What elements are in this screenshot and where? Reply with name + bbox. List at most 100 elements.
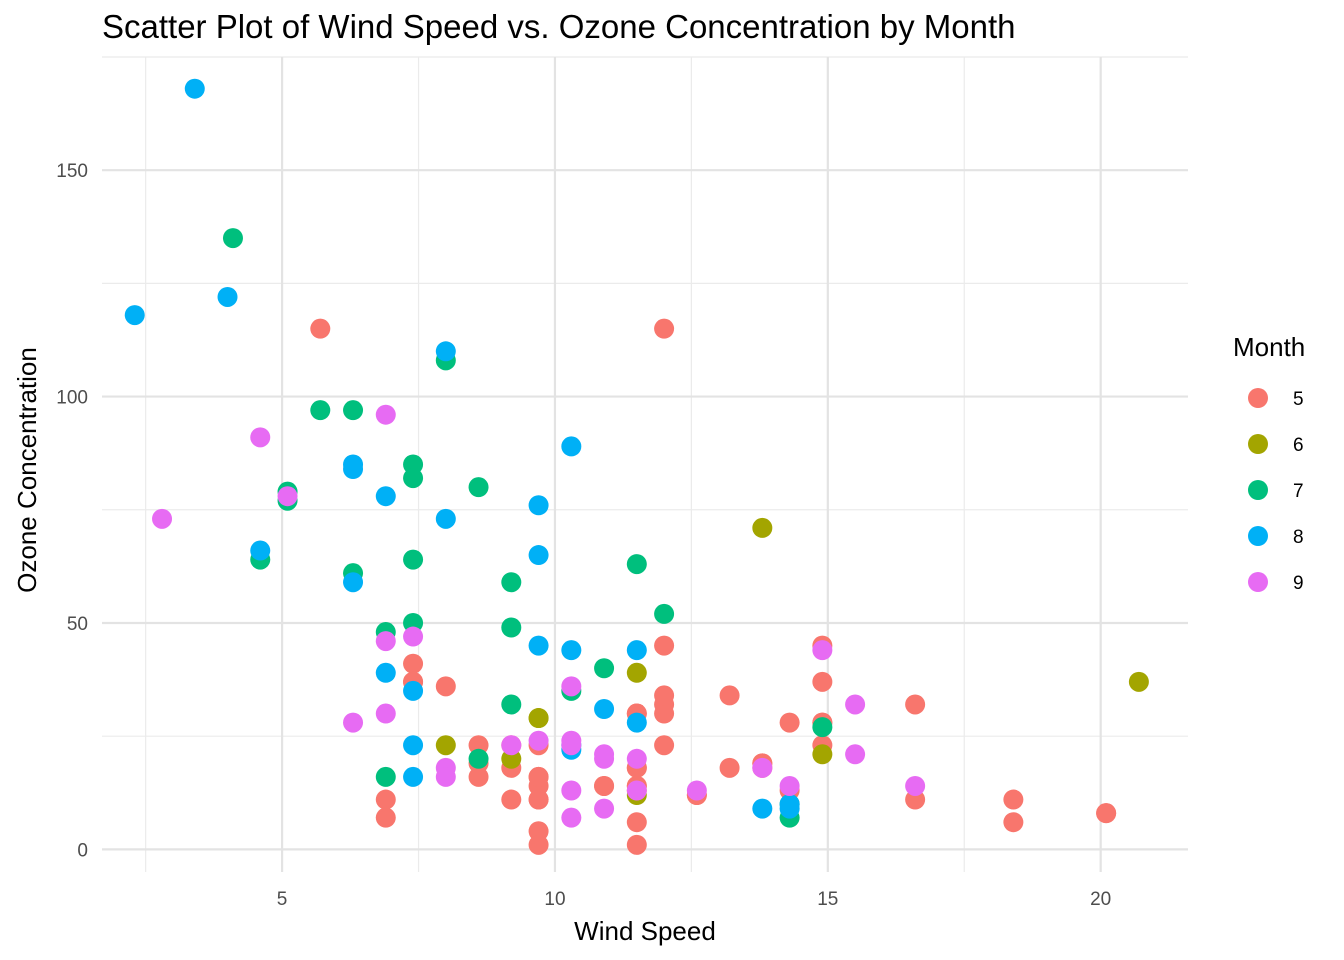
data-point-month-7 (310, 400, 331, 421)
legend-key-5 (1248, 388, 1268, 408)
legend-label-8: 8 (1293, 527, 1304, 548)
y-axis-title: Ozone Concentration (12, 347, 42, 593)
data-point-month-7 (501, 572, 522, 593)
data-point-month-8 (528, 545, 549, 566)
data-point-month-9 (561, 735, 582, 756)
data-point-month-8 (561, 640, 582, 661)
data-point-month-9 (845, 694, 866, 715)
x-axis-title: Wind Speed (574, 916, 716, 946)
data-point-month-5 (654, 318, 675, 339)
y-tick-label: 0 (77, 840, 88, 861)
chart-title: Scatter Plot of Wind Speed vs. Ozone Con… (102, 8, 1016, 45)
data-point-month-9 (343, 712, 364, 733)
x-tick-labels: 5 10 15 20 (277, 889, 1111, 910)
data-point-month-7 (222, 228, 243, 249)
data-point-month-7 (626, 554, 647, 575)
data-point-month-7 (594, 658, 615, 679)
data-point-month-7 (501, 694, 522, 715)
data-point-month-5 (375, 789, 396, 810)
legend-key-7 (1248, 480, 1268, 500)
data-point-month-8 (184, 78, 205, 99)
y-tick-label: 50 (67, 614, 88, 635)
major-gridlines (102, 57, 1188, 872)
legend-label-7: 7 (1293, 481, 1304, 502)
data-point-month-5 (528, 834, 549, 855)
data-point-month-9 (152, 508, 173, 529)
data-point-month-5 (403, 653, 424, 674)
data-point-month-5 (375, 807, 396, 828)
data-point-month-9 (375, 631, 396, 652)
data-point-month-5 (501, 789, 522, 810)
data-point-month-9 (686, 780, 707, 801)
legend-items: 5 6 7 8 9 (1248, 388, 1304, 594)
data-point-month-5 (719, 685, 740, 706)
data-point-month-5 (1003, 789, 1024, 810)
data-point-month-7 (654, 603, 675, 624)
data-point-month-7 (343, 400, 364, 421)
data-point-month-8 (528, 495, 549, 516)
data-point-month-9 (403, 626, 424, 647)
x-tick-label: 20 (1090, 889, 1111, 910)
data-point-month-8 (752, 798, 773, 819)
data-point-month-9 (752, 757, 773, 778)
x-tick-label: 10 (544, 889, 565, 910)
data-point-month-9 (561, 780, 582, 801)
data-point-month-8 (403, 735, 424, 756)
data-points (124, 78, 1149, 855)
data-point-month-7 (403, 549, 424, 570)
data-point-month-8 (528, 635, 549, 656)
data-point-month-5 (719, 757, 740, 778)
data-point-month-8 (343, 459, 364, 480)
legend-key-6 (1248, 434, 1268, 454)
data-point-month-5 (435, 676, 456, 697)
data-point-month-5 (779, 712, 800, 733)
data-point-month-9 (561, 807, 582, 828)
data-point-month-9 (528, 730, 549, 751)
data-point-month-6 (528, 708, 549, 729)
legend-key-8 (1248, 526, 1268, 546)
data-point-month-9 (277, 486, 298, 507)
data-point-month-5 (310, 318, 331, 339)
x-tick-label: 5 (277, 889, 288, 910)
data-point-month-6 (626, 662, 647, 683)
data-point-month-6 (1128, 671, 1149, 692)
data-point-month-7 (468, 748, 489, 769)
data-point-month-5 (654, 635, 675, 656)
data-point-month-9 (779, 775, 800, 796)
data-point-month-8 (250, 540, 271, 561)
data-point-month-5 (468, 766, 489, 787)
legend-label-6: 6 (1293, 435, 1304, 456)
data-point-month-5 (594, 775, 615, 796)
data-point-month-9 (501, 735, 522, 756)
data-point-month-5 (654, 735, 675, 756)
x-tick-label: 15 (817, 889, 838, 910)
legend-label-9: 9 (1293, 573, 1304, 594)
data-point-month-9 (375, 703, 396, 724)
data-point-month-9 (905, 775, 926, 796)
data-point-month-5 (1003, 812, 1024, 833)
data-point-month-9 (626, 748, 647, 769)
data-point-month-6 (435, 735, 456, 756)
legend: Month 5 6 7 8 9 (1233, 332, 1305, 594)
data-point-month-6 (812, 744, 833, 765)
data-point-month-8 (403, 680, 424, 701)
legend-label-5: 5 (1293, 389, 1304, 410)
data-point-month-6 (752, 517, 773, 538)
data-point-month-5 (654, 685, 675, 706)
data-point-month-8 (561, 436, 582, 457)
minor-gridlines (102, 56, 1188, 872)
legend-title: Month (1233, 332, 1305, 362)
data-point-month-7 (468, 477, 489, 498)
legend-key-9 (1248, 572, 1268, 592)
data-point-month-7 (501, 617, 522, 638)
data-point-month-5 (626, 812, 647, 833)
data-point-month-9 (845, 744, 866, 765)
data-point-month-5 (528, 789, 549, 810)
data-point-month-9 (250, 427, 271, 448)
data-point-month-9 (594, 798, 615, 819)
data-point-month-7 (375, 766, 396, 787)
data-point-month-8 (435, 341, 456, 362)
y-tick-labels: 0 50 100 150 (56, 161, 88, 861)
data-point-month-7 (812, 717, 833, 738)
